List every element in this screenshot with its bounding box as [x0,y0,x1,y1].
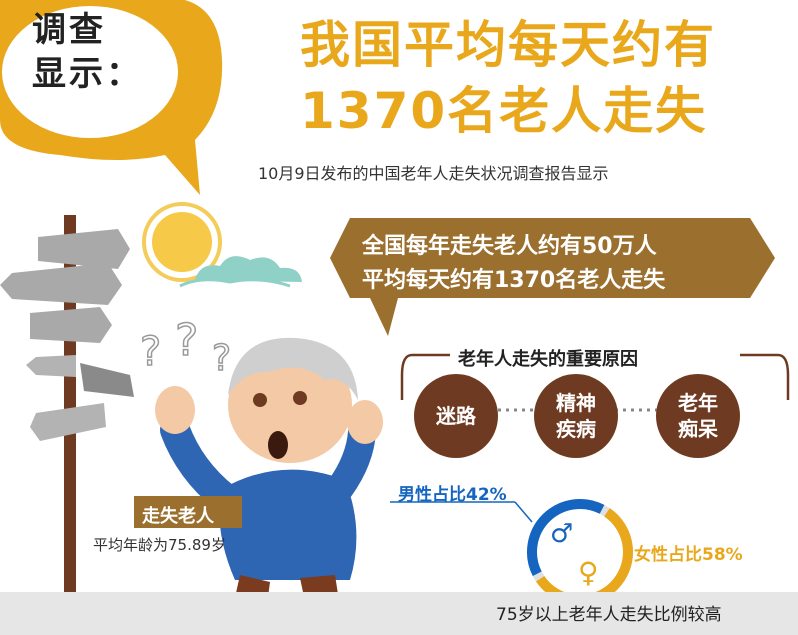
male-leader-line-2 [514,501,533,523]
female-symbol-icon: ♀ [578,556,599,589]
elderly-man-illustration: ? ? ? [139,320,383,625]
signpost-illustration [0,215,134,635]
bubble-line-2: 显示： [32,54,143,94]
bottom-note: 75岁以上老年人走失比例较高 [496,605,722,625]
page-title: 我国平均每天约有 1370名老人走失 [300,12,780,144]
banner-line-1: 全国每年走失老人约有50万人 [362,234,657,259]
reason-3-line-1: 老年 [678,391,718,415]
male-share-arc [527,499,605,577]
speech-bubble [0,0,223,195]
reason-label-1: 迷路 [436,403,476,429]
lost-elderly-tag [134,496,242,528]
reason-badge-2: 精神 疾病 [534,374,618,458]
svg-text:?: ? [212,338,231,379]
male-symbol-icon: ♂ [550,519,573,549]
title-line-1: 我国平均每天约有 [300,16,716,74]
reason-2-line-1: 精神 [556,391,596,415]
stat-banner [330,218,775,336]
sun-icon [142,202,302,288]
reason-1-line-1: 迷路 [436,404,476,428]
reason-label-2: 精神 疾病 [556,390,596,442]
subtitle: 10月9日发布的中国老年人走失状况调查报告显示 [258,164,609,183]
bottom-band [0,592,798,635]
svg-text:?: ? [140,329,161,375]
banner-line-2: 平均每天约有1370名老人走失 [362,268,666,293]
average-age-text: 平均年龄为75.89岁 [93,536,226,554]
reasons-frame [400,353,790,412]
reason-3-line-2: 痴呆 [678,417,718,441]
banner-text: 全国每年走失老人约有50万人 平均每天约有1370名老人走失 [362,230,762,298]
reason-badge-3: 老年 痴呆 [656,374,740,458]
reason-badge-1: 迷路 [414,374,498,458]
reasons-title: 老年人走失的重要原因 [458,349,638,370]
title-line-2: 1370名老人走失 [300,82,708,140]
reason-2-line-2: 疾病 [556,417,596,441]
bubble-text: 调查 显示： [32,8,172,96]
bubble-line-1: 调查 [32,10,106,50]
female-share-label: 女性占比58% [634,545,743,565]
lost-elderly-title: 走失老人 [142,506,214,527]
reason-label-3: 老年 痴呆 [678,390,718,442]
svg-text:?: ? [175,320,198,366]
male-share-label: 男性占比42% [398,485,507,505]
